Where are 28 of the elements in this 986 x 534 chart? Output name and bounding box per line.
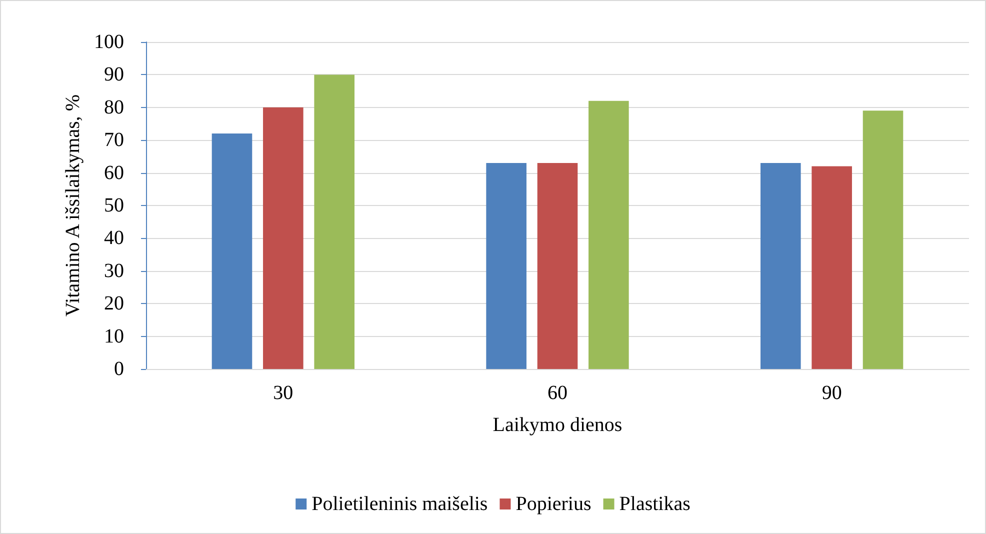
- y-tick-label: 50: [104, 194, 124, 216]
- y-tick-label: 10: [104, 325, 124, 348]
- bar: [212, 134, 252, 369]
- y-tick-label: 90: [104, 64, 124, 86]
- bar: [314, 74, 354, 369]
- y-tick-label: 20: [104, 292, 124, 315]
- legend-label: Popierius: [516, 493, 592, 515]
- bar: [486, 162, 526, 369]
- x-tick-label: 30: [273, 382, 294, 404]
- bar: [812, 166, 852, 369]
- legend-label: Polietileninis maišelis: [312, 493, 488, 515]
- y-tick-label: 60: [104, 162, 124, 184]
- bar: [537, 162, 578, 369]
- bar: [760, 162, 801, 369]
- y-tick-label: 70: [104, 129, 124, 152]
- x-tick-label: 60: [548, 382, 568, 404]
- bar: [862, 110, 904, 369]
- y-tick-label: 40: [104, 227, 124, 250]
- y-tick-label: 30: [104, 260, 124, 282]
- bar: [263, 107, 304, 369]
- y-tick-label: 100: [94, 31, 124, 53]
- x-tick-label: 90: [822, 382, 842, 404]
- y-tick-label: 0: [114, 358, 124, 380]
- y-axis-title: Vitamino A išsilaikymas, %: [62, 94, 84, 317]
- y-tick-label: 80: [104, 96, 124, 118]
- bar: [588, 100, 629, 369]
- legend-label: Plastikas: [619, 493, 691, 515]
- x-axis-title: Laikymo dienos: [492, 414, 622, 436]
